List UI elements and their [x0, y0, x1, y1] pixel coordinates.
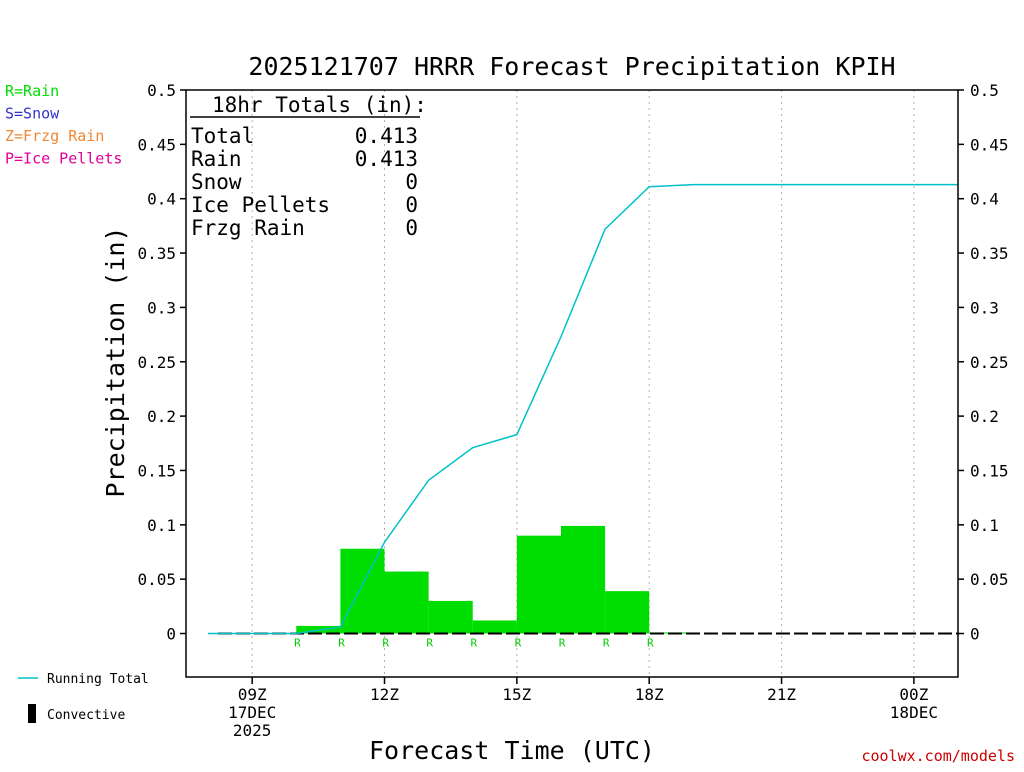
y-tick-label-right: 0.45 [970, 135, 1009, 154]
y-tick-label-right: 0.1 [970, 516, 999, 535]
precip-type-marker: R [515, 637, 522, 650]
x-tick-label: 21Z [767, 685, 796, 704]
x-tick-label: 17DEC [228, 703, 276, 722]
type-legend-item: P=Ice Pellets [5, 150, 122, 168]
y-tick-label-left: 0.4 [147, 190, 176, 209]
y-tick-label-left: 0.3 [147, 298, 176, 317]
plot-frame [185, 89, 959, 678]
x-tick-label: 00Z [899, 685, 928, 704]
x-tick-label: 18DEC [890, 703, 938, 722]
legend-running-total-label: Running Total [47, 672, 149, 687]
x-tick-label: 2025 [233, 721, 272, 740]
precip-type-marker: R [471, 637, 478, 650]
y-tick-label-right: 0.15 [970, 461, 1009, 480]
totals-row-label: Frzg Rain [191, 216, 305, 240]
y-tick-label-left: 0.05 [137, 570, 176, 589]
type-legend-item: R=Rain [5, 82, 59, 100]
precip-type-marker: R [603, 637, 610, 650]
y-tick-label-left: 0.2 [147, 407, 176, 426]
rain-bar [605, 591, 650, 634]
y-tick-label-right: 0 [970, 625, 980, 644]
y-tick-label-left: 0.15 [137, 461, 176, 480]
y-tick-label-right: 0.4 [970, 190, 999, 209]
x-tick-label: 15Z [502, 685, 531, 704]
x-tick-label: 12Z [370, 685, 399, 704]
precip-type-marker: R [382, 637, 389, 650]
totals-row-value: 0.413 [355, 147, 418, 171]
y-tick-label-left: 0.1 [147, 516, 176, 535]
totals-row-value: 0.413 [355, 124, 418, 148]
rain-bar [472, 620, 517, 634]
x-tick-label: 18Z [635, 685, 664, 704]
type-legend-item: S=Snow [5, 105, 60, 123]
precip-type-marker: R [294, 637, 301, 650]
legend-convective-label: Convective [47, 708, 125, 723]
precip-type-marker: R [426, 637, 433, 650]
rain-bar [560, 525, 606, 634]
y-tick-label-right: 0.3 [970, 298, 999, 317]
totals-row-label: Snow [191, 170, 242, 194]
totals-header: 18hr Totals (in): [212, 93, 427, 117]
y-axis-label: Precipitation (in) [101, 227, 130, 498]
y-tick-label-right: 0.35 [970, 244, 1009, 263]
y-tick-label-right: 0.2 [970, 407, 999, 426]
y-tick-label-right: 0.05 [970, 570, 1009, 589]
y-tick-label-right: 0.25 [970, 353, 1009, 372]
rain-bar [340, 548, 385, 634]
y-tick-label-left: 0.45 [137, 135, 176, 154]
y-tick-label-left: 0.5 [147, 81, 176, 100]
totals-row-label: Ice Pellets [191, 193, 330, 217]
totals-row-value: 0 [405, 193, 418, 217]
totals-row-value: 0 [405, 170, 418, 194]
totals-row-label: Rain [191, 147, 242, 171]
running-total-line [208, 183, 958, 635]
rain-bar [516, 535, 561, 634]
totals-row-value: 0 [405, 216, 418, 240]
y-tick-label-left: 0 [166, 625, 176, 644]
y-tick-label-right: 0.5 [970, 81, 999, 100]
precip-type-marker: R [338, 637, 345, 650]
legend-convective-swatch [28, 704, 36, 723]
precip-type-marker: R [647, 637, 654, 650]
type-legend-item: Z=Frzg Rain [5, 127, 104, 145]
y-tick-label-left: 0.35 [137, 244, 176, 263]
rain-bar [384, 571, 429, 634]
rain-bar [428, 600, 473, 634]
x-axis-label: Forecast Time (UTC) [369, 736, 655, 765]
precip-type-marker: R [559, 637, 566, 650]
credit-text: coolwx.com/models [861, 747, 1015, 765]
chart-title: 2025121707 HRRR Forecast Precipitation K… [248, 52, 895, 81]
x-tick-label: 09Z [238, 685, 267, 704]
y-tick-label-left: 0.25 [137, 353, 176, 372]
totals-row-label: Total [191, 124, 254, 148]
